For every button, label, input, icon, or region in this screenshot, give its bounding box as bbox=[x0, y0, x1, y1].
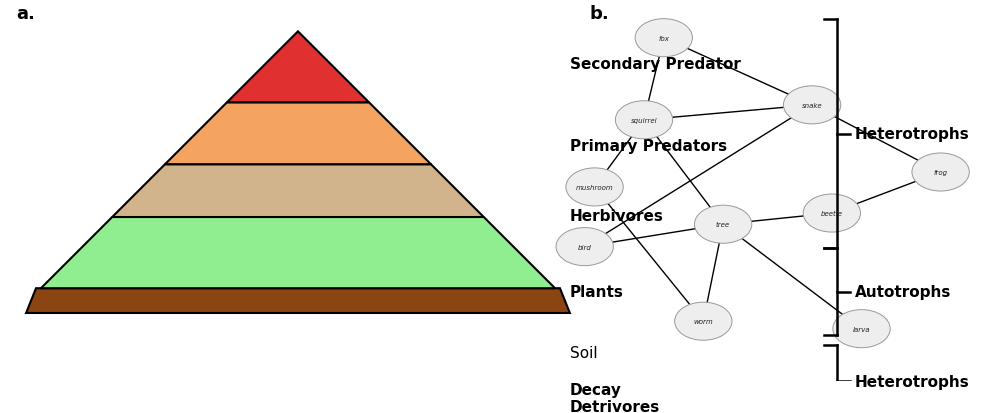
Ellipse shape bbox=[783, 87, 841, 125]
Ellipse shape bbox=[694, 206, 752, 244]
Text: Heterotrophs: Heterotrophs bbox=[855, 374, 969, 389]
Ellipse shape bbox=[833, 310, 890, 348]
Ellipse shape bbox=[615, 102, 673, 140]
Text: squirrel: squirrel bbox=[631, 117, 657, 123]
Polygon shape bbox=[227, 32, 369, 103]
Text: Soil: Soil bbox=[570, 345, 597, 360]
Text: beetle: beetle bbox=[821, 211, 843, 216]
Text: Herbivores: Herbivores bbox=[570, 209, 664, 223]
Text: worm: worm bbox=[693, 318, 713, 325]
Text: b.: b. bbox=[590, 5, 609, 23]
Text: Autotrophs: Autotrophs bbox=[855, 285, 951, 299]
Text: Decay
Detrivores: Decay Detrivores bbox=[570, 382, 660, 413]
Polygon shape bbox=[41, 218, 555, 289]
Ellipse shape bbox=[556, 228, 613, 266]
Text: Primary Predators: Primary Predators bbox=[570, 138, 727, 153]
Ellipse shape bbox=[566, 169, 623, 206]
Ellipse shape bbox=[675, 302, 732, 340]
Ellipse shape bbox=[912, 154, 969, 192]
Text: larva: larva bbox=[853, 326, 870, 332]
Text: fox: fox bbox=[658, 36, 669, 42]
Text: a.: a. bbox=[16, 5, 35, 23]
Text: Plants: Plants bbox=[570, 285, 624, 299]
Text: tree: tree bbox=[716, 222, 730, 228]
Text: snake: snake bbox=[802, 102, 822, 109]
Polygon shape bbox=[26, 289, 570, 313]
Text: mushroom: mushroom bbox=[576, 185, 613, 190]
Polygon shape bbox=[165, 103, 431, 165]
Text: bird: bird bbox=[578, 244, 592, 250]
Polygon shape bbox=[112, 165, 484, 218]
Text: frog: frog bbox=[934, 170, 948, 176]
Text: Heterotrophs: Heterotrophs bbox=[855, 127, 969, 142]
Text: Secondary Predator: Secondary Predator bbox=[570, 57, 741, 71]
Ellipse shape bbox=[803, 195, 861, 233]
Ellipse shape bbox=[635, 19, 692, 57]
